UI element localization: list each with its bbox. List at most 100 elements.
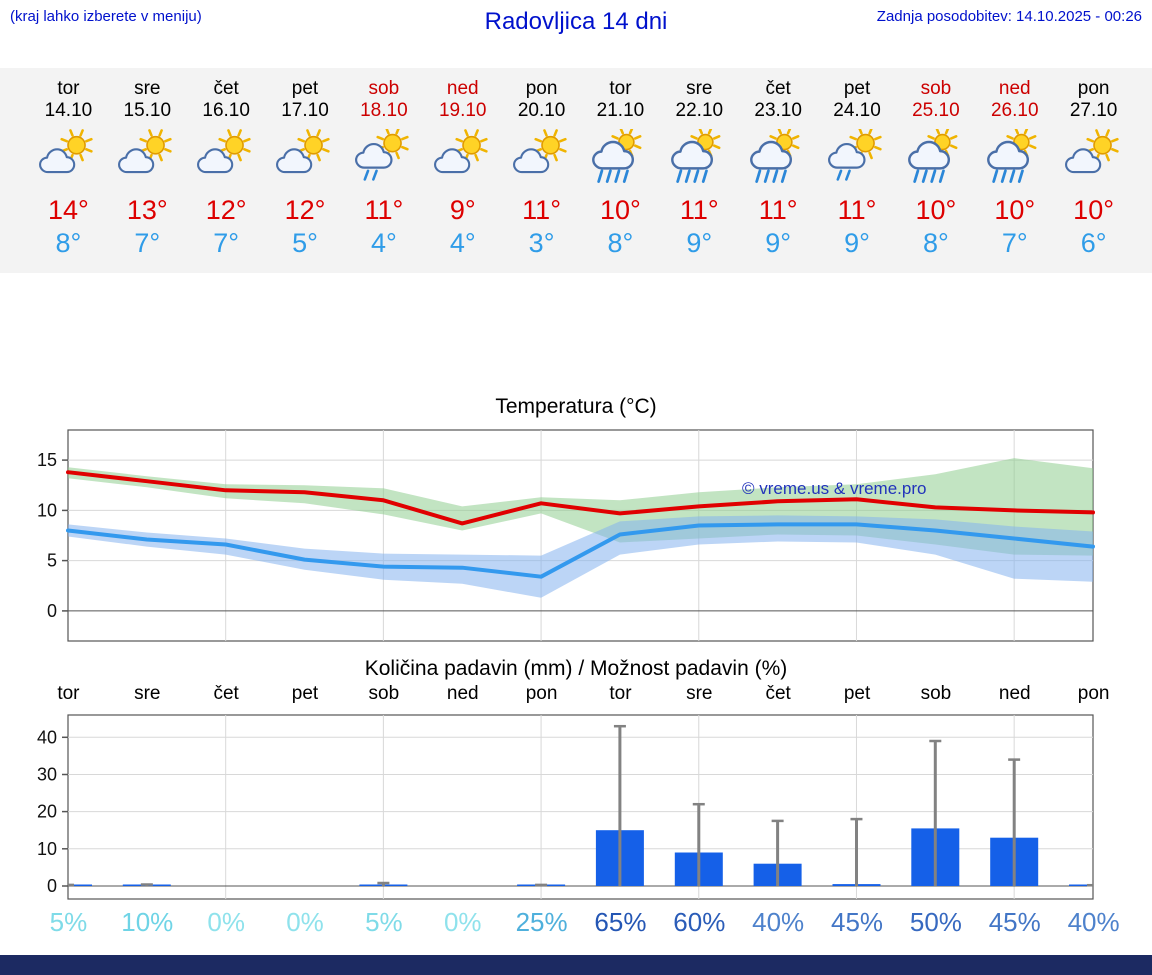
forecast-day-column[interactable]: ned 26.10 10° 7°	[975, 78, 1054, 259]
day-date: 23.10	[754, 100, 802, 122]
forecast-day-column[interactable]: tor 21.10 10° 8°	[581, 78, 660, 259]
day-min-temp: 7°	[134, 227, 161, 258]
precip-probability-label: 5%	[49, 906, 88, 937]
day-date: 16.10	[202, 100, 250, 122]
day-min-temp: 3°	[528, 227, 555, 258]
precip-bars	[68, 724, 1093, 887]
precip-probability-label: 50%	[909, 906, 962, 937]
precipitation-chart: 0 10 20 30 40	[37, 714, 1094, 900]
precip-probability-label: 10%	[121, 906, 174, 937]
forecast-day-column[interactable]: sre 22.10 11° 9°	[660, 78, 739, 259]
day-name: pet	[843, 78, 871, 99]
sun-cloud-heavy-rain-icon	[896, 128, 975, 191]
precip-bar	[68, 884, 92, 886]
forecast-day-column[interactable]: sob 25.10 10° 8°	[896, 78, 975, 259]
sun-cloud-rain-icon	[818, 128, 897, 191]
precip-ytick-label: 30	[37, 764, 57, 784]
day-name: ned	[446, 78, 479, 99]
day-date: 14.10	[44, 100, 93, 122]
day-min-temp: 4°	[370, 227, 397, 258]
sun-cloud-heavy-rain-icon	[581, 128, 660, 191]
day-date: 17.10	[281, 100, 329, 122]
day-max-temp: 11°	[758, 194, 798, 225]
temperature-chart-section: Temperatura (°C) 0 5 10 15 © vreme.us & vrem…	[0, 395, 1152, 647]
day-min-temp: 9°	[844, 227, 870, 258]
precip-day-label: tor	[57, 682, 80, 704]
precip-day-label: ned	[998, 682, 1031, 704]
day-max-temp: 12°	[205, 194, 247, 225]
day-min-temp: 9°	[686, 227, 713, 258]
forecast-day-column[interactable]: pon 27.10 10° 6°	[1054, 78, 1133, 259]
precip-day-label: sob	[920, 682, 952, 704]
sun-cloud-icon	[1054, 128, 1133, 191]
day-name: sob	[368, 78, 400, 99]
forecast-days-row: tor 14.10 14° 8° sre 15.10 13° 7° čet 16.10 12° 7° p…	[29, 78, 1133, 259]
day-date: 25.10	[912, 100, 960, 122]
day-name: tor	[609, 78, 632, 99]
precip-probability-label: 45%	[988, 906, 1041, 937]
sun-cloud-icon	[502, 128, 581, 191]
precip-probability-row: 5% 10% 0% 0% 5% 0% 25% 65% 60% 40% 45% 50% 45% 40%	[29, 905, 1133, 938]
day-date: 26.10	[990, 100, 1039, 122]
precip-chart-title: Količina padavin (mm) / Možnost padavin …	[364, 656, 788, 680]
sun-cloud-icon	[266, 128, 345, 191]
precip-bar	[1069, 884, 1093, 886]
day-name: sre	[134, 78, 161, 99]
forecast-day-column[interactable]: pet 17.10 12° 5°	[266, 78, 345, 259]
forecast-strip: tor 14.10 14° 8° sre 15.10 13° 7° čet 16.10 12° 7° p…	[0, 68, 1152, 273]
precip-probability-label: 25%	[515, 906, 568, 937]
precip-probability-label: 0%	[443, 906, 482, 937]
precip-day-label: pet	[843, 682, 871, 704]
day-max-temp: 10°	[994, 194, 1036, 225]
day-name: tor	[57, 78, 80, 99]
day-max-temp: 11°	[522, 194, 561, 225]
day-max-temp: 13°	[126, 194, 168, 225]
day-min-temp: 8°	[922, 227, 949, 258]
day-date: 22.10	[675, 100, 724, 122]
day-min-temp: 9°	[765, 227, 792, 258]
day-min-temp: 4°	[449, 227, 476, 258]
temp-ytick-label: 0	[47, 601, 57, 621]
day-max-temp: 9°	[449, 194, 476, 225]
sun-cloud-rain-icon	[344, 128, 423, 191]
precip-day-label: čet	[213, 682, 239, 704]
day-min-temp: 7°	[1001, 227, 1028, 258]
sun-cloud-heavy-rain-icon	[739, 128, 818, 191]
precip-day-label: sre	[686, 682, 713, 704]
page-title: Radovljica 14 dni	[484, 8, 668, 35]
day-name: ned	[998, 78, 1031, 99]
day-name: sob	[920, 78, 952, 99]
day-max-temp: 10°	[600, 194, 641, 225]
forecast-day-column[interactable]: tor 14.10 14° 8°	[29, 78, 108, 259]
sun-cloud-icon	[29, 128, 108, 191]
day-max-temp: 10°	[915, 194, 957, 225]
precip-ytick-label: 0	[47, 876, 57, 896]
day-name: čet	[765, 78, 791, 99]
precip-day-label: pon	[525, 682, 558, 704]
forecast-day-column[interactable]: ned 19.10 9° 4°	[423, 78, 502, 259]
precip-probability-label: 45%	[831, 906, 884, 937]
forecast-day-column[interactable]: sre 15.10 13° 7°	[108, 78, 187, 259]
day-max-temp: 10°	[1073, 194, 1115, 225]
day-name: pet	[291, 78, 319, 99]
forecast-day-column[interactable]: pet 24.10 11° 9°	[818, 78, 897, 259]
precip-probability-label: 0%	[286, 906, 324, 937]
temp-ytick-label: 15	[37, 450, 57, 470]
forecast-day-column[interactable]: pon 20.10 11° 3°	[502, 78, 581, 259]
precip-probability-label: 40%	[1067, 906, 1120, 937]
watermark-text: © vreme.us & vreme.pro	[742, 479, 926, 498]
forecast-day-column[interactable]: sob 18.10 11° 4°	[344, 78, 423, 259]
menu-hint: (kraj lahko izberete v meniju)	[10, 8, 202, 25]
precip-probability-label: 5%	[365, 906, 403, 937]
precip-probability-label: 40%	[752, 906, 805, 937]
sun-cloud-icon	[108, 128, 187, 191]
forecast-day-column[interactable]: čet 23.10 11° 9°	[739, 78, 818, 259]
temp-ytick-label: 5	[47, 550, 57, 570]
temperature-chart-title: Temperatura (°C)	[495, 394, 657, 418]
temp-ytick-label: 10	[37, 500, 57, 520]
precip-day-label: čet	[765, 682, 791, 704]
day-max-temp: 11°	[679, 194, 719, 225]
forecast-day-column[interactable]: čet 16.10 12° 7°	[187, 78, 266, 259]
last-update-text: Zadnja posodobitev: 14.10.2025 - 00:26	[876, 8, 1142, 25]
day-name: čet	[213, 78, 239, 99]
